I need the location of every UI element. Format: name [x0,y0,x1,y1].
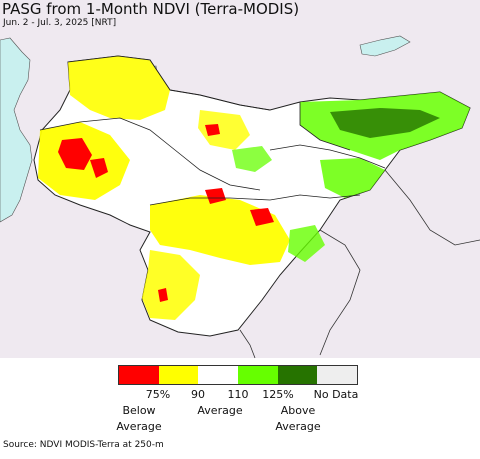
border-afghan-north [149,194,361,206]
legend-caption-average-text: Average [197,404,243,417]
patch-red-3 [205,188,226,204]
border-turkmen-uzbek [39,117,261,191]
patch-red-6 [205,124,220,136]
legend-caption-below: Below Average [116,403,161,435]
legend-swatch-white [198,366,239,384]
zone-afghan-east-green [288,225,325,262]
patch-red-2 [90,158,108,178]
legend-caption-above-line1: Above [280,404,316,417]
map-title: PASG from 1-Month NDVI (Terra-MODIS) [2,0,300,18]
zone-afghan-west [142,250,200,320]
border-pakistan [319,229,361,356]
legend-swatch-nodata [317,366,358,384]
border-tajik-kyrgyz [269,144,386,169]
border-kazakh [67,55,271,111]
legend-swatch-darkgreen [277,366,318,384]
patch-red-5 [158,288,168,302]
zone-uzbek-central [198,110,250,150]
legend-caption-average: Average [197,403,242,419]
caspian-sea [0,37,33,223]
patch-red-1 [58,138,92,170]
legend-swatch-yellow [158,366,199,384]
legend-bar [118,365,358,385]
legend-swatch-lightgreen [238,366,278,384]
patch-red-4 [250,208,274,226]
lake-balkhash [359,35,411,57]
legend-tick-110: 110 [227,388,249,401]
legend-caption-above: Above Average [275,403,320,435]
map-subtitle: Jun. 2 - Jul. 3, 2025 [NRT] [3,18,117,28]
border-iran-south [239,329,256,359]
legend-tick-nodata: No Data [313,388,359,401]
zone-kyrgyz-dark [330,108,440,138]
zone-west-kazakh [68,56,170,120]
border-kyrgyz-west [299,102,351,151]
legend-caption-below-line1: Below [122,404,156,417]
legend-tick-125: 125% [262,388,294,401]
legend-tick-90: 90 [191,388,205,401]
legend-tick-75: 75% [145,388,171,401]
zone-fergana-green [232,146,272,172]
legend-caption-above-line2: Average [275,420,321,433]
legend-caption-below-line2: Average [116,420,162,433]
border-china [384,169,480,246]
zone-tajik-green [320,158,385,198]
source-note: Source: NDVI MODIS-Terra at 250-m [3,440,164,450]
legend-swatch-red [119,366,159,384]
